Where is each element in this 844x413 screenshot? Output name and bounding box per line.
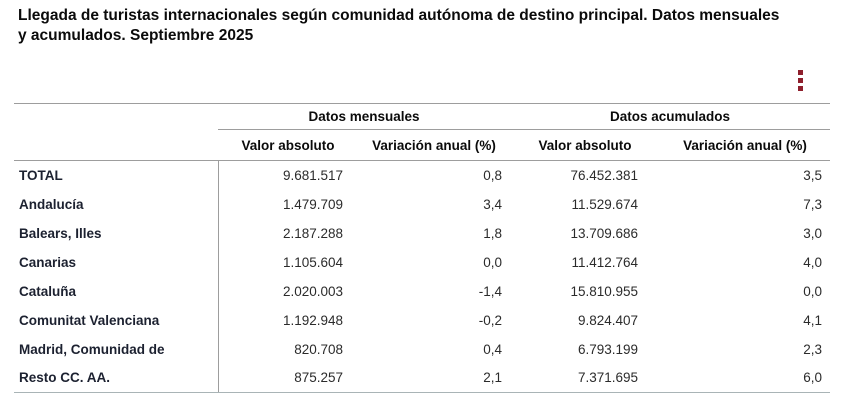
cell-accumulated-variation: 2,3 (803, 341, 823, 357)
cell-monthly-variation: 3,4 (483, 196, 503, 212)
cell-monthly-variation: 0,0 (483, 254, 503, 270)
row-label: Balears, Illes (14, 218, 219, 248)
cell-accumulated-variation: 4,1 (803, 312, 823, 328)
cell-monthly-value: 2.020.003 (282, 283, 343, 299)
kebab-dot-icon (797, 69, 803, 75)
cell-accumulated-value: 6.793.199 (577, 341, 639, 357)
table-row-cataluna: Cataluña 2.020.003 -1,4 15.810.955 0,0 (14, 276, 830, 306)
row-label: TOTAL (14, 160, 219, 190)
cell-accumulated-variation: 3,0 (803, 225, 823, 241)
cell-accumulated-value: 7.371.695 (510, 363, 661, 393)
col-header-monthly-variation: Variación anual (%) (358, 129, 511, 161)
table-row-resto: Resto CC. AA. 875.257 2,1 7.371.695 6,0 (14, 363, 831, 393)
table-row-valenciana: Comunitat Valenciana 1.192.948 -0,2 9.82… (14, 305, 830, 335)
row-label: Canarias (14, 247, 219, 277)
tourists-data-table: Datos mensuales Datos acumulados Valor a… (14, 103, 831, 393)
cell-monthly-value: 1.105.604 (282, 254, 343, 270)
cell-accumulated-value: 15.810.955 (570, 283, 639, 299)
cell-accumulated-value: 11.529.674 (571, 196, 639, 212)
cell-accumulated-variation: 6,0 (660, 363, 831, 393)
row-label: Cataluña (14, 276, 219, 306)
table-row-madrid: Madrid, Comunidad de 820.708 0,4 6.793.1… (14, 334, 830, 364)
table-row-canarias: Canarias 1.105.604 0,0 11.412.764 4,0 (14, 247, 830, 277)
group-header-row: Datos mensuales Datos acumulados (14, 103, 831, 130)
cell-monthly-value: 9.681.517 (282, 167, 343, 183)
cell-monthly-value: 1.192.948 (282, 312, 343, 328)
cell-accumulated-value: 11.412.764 (571, 254, 639, 270)
col-header-accumulated-variation: Variación anual (%) (660, 129, 831, 161)
cell-monthly-variation: 0,4 (483, 341, 503, 357)
cell-accumulated-value: 13.709.686 (570, 225, 639, 241)
cell-accumulated-value: 9.824.407 (577, 312, 639, 328)
cell-accumulated-variation: 0,0 (803, 283, 823, 299)
cell-accumulated-variation: 4,0 (803, 254, 823, 270)
row-label: Resto CC. AA. (14, 363, 219, 393)
cell-monthly-variation: -1,4 (478, 283, 503, 299)
kebab-dot-icon (797, 77, 803, 83)
cell-monthly-variation: 1,8 (483, 225, 503, 241)
row-label: Andalucía (14, 189, 219, 219)
cell-monthly-value: 875.257 (218, 363, 358, 393)
corner-cell (14, 103, 218, 130)
cell-monthly-variation: 0,8 (483, 167, 503, 183)
table-row-total: TOTAL 9.681.517 0,8 76.452.381 3,5 (14, 160, 830, 190)
cell-monthly-value: 2.187.288 (282, 225, 343, 241)
cell-accumulated-value: 76.452.381 (570, 167, 639, 183)
page-title: Llegada de turistas internacionales segú… (18, 7, 780, 44)
cell-monthly-variation: 2,1 (358, 363, 511, 393)
cell-accumulated-variation: 7,3 (803, 196, 823, 212)
cell-monthly-value: 1.479.709 (282, 196, 343, 212)
table-row-balears: Balears, Illes 2.187.288 1,8 13.709.686 … (14, 218, 830, 248)
sub-header-row: Valor absoluto Variación anual (%) Valor… (14, 129, 831, 161)
kebab-menu-button[interactable] (793, 66, 807, 94)
group-header-monthly: Datos mensuales (218, 103, 511, 130)
corner-cell (14, 129, 218, 161)
row-label: Madrid, Comunidad de (14, 334, 219, 364)
col-header-monthly-value: Valor absoluto (218, 129, 358, 161)
cell-monthly-value: 820.708 (294, 341, 343, 357)
row-label: Comunitat Valenciana (14, 305, 219, 335)
cell-monthly-variation: -0,2 (478, 312, 503, 328)
cell-accumulated-variation: 3,5 (803, 167, 823, 183)
kebab-dot-icon (797, 85, 803, 91)
group-header-accumulated: Datos acumulados (510, 103, 831, 130)
col-header-accumulated-value: Valor absoluto (510, 129, 661, 161)
table-row-andalucia: Andalucía 1.479.709 3,4 11.529.674 7,3 (14, 189, 830, 219)
